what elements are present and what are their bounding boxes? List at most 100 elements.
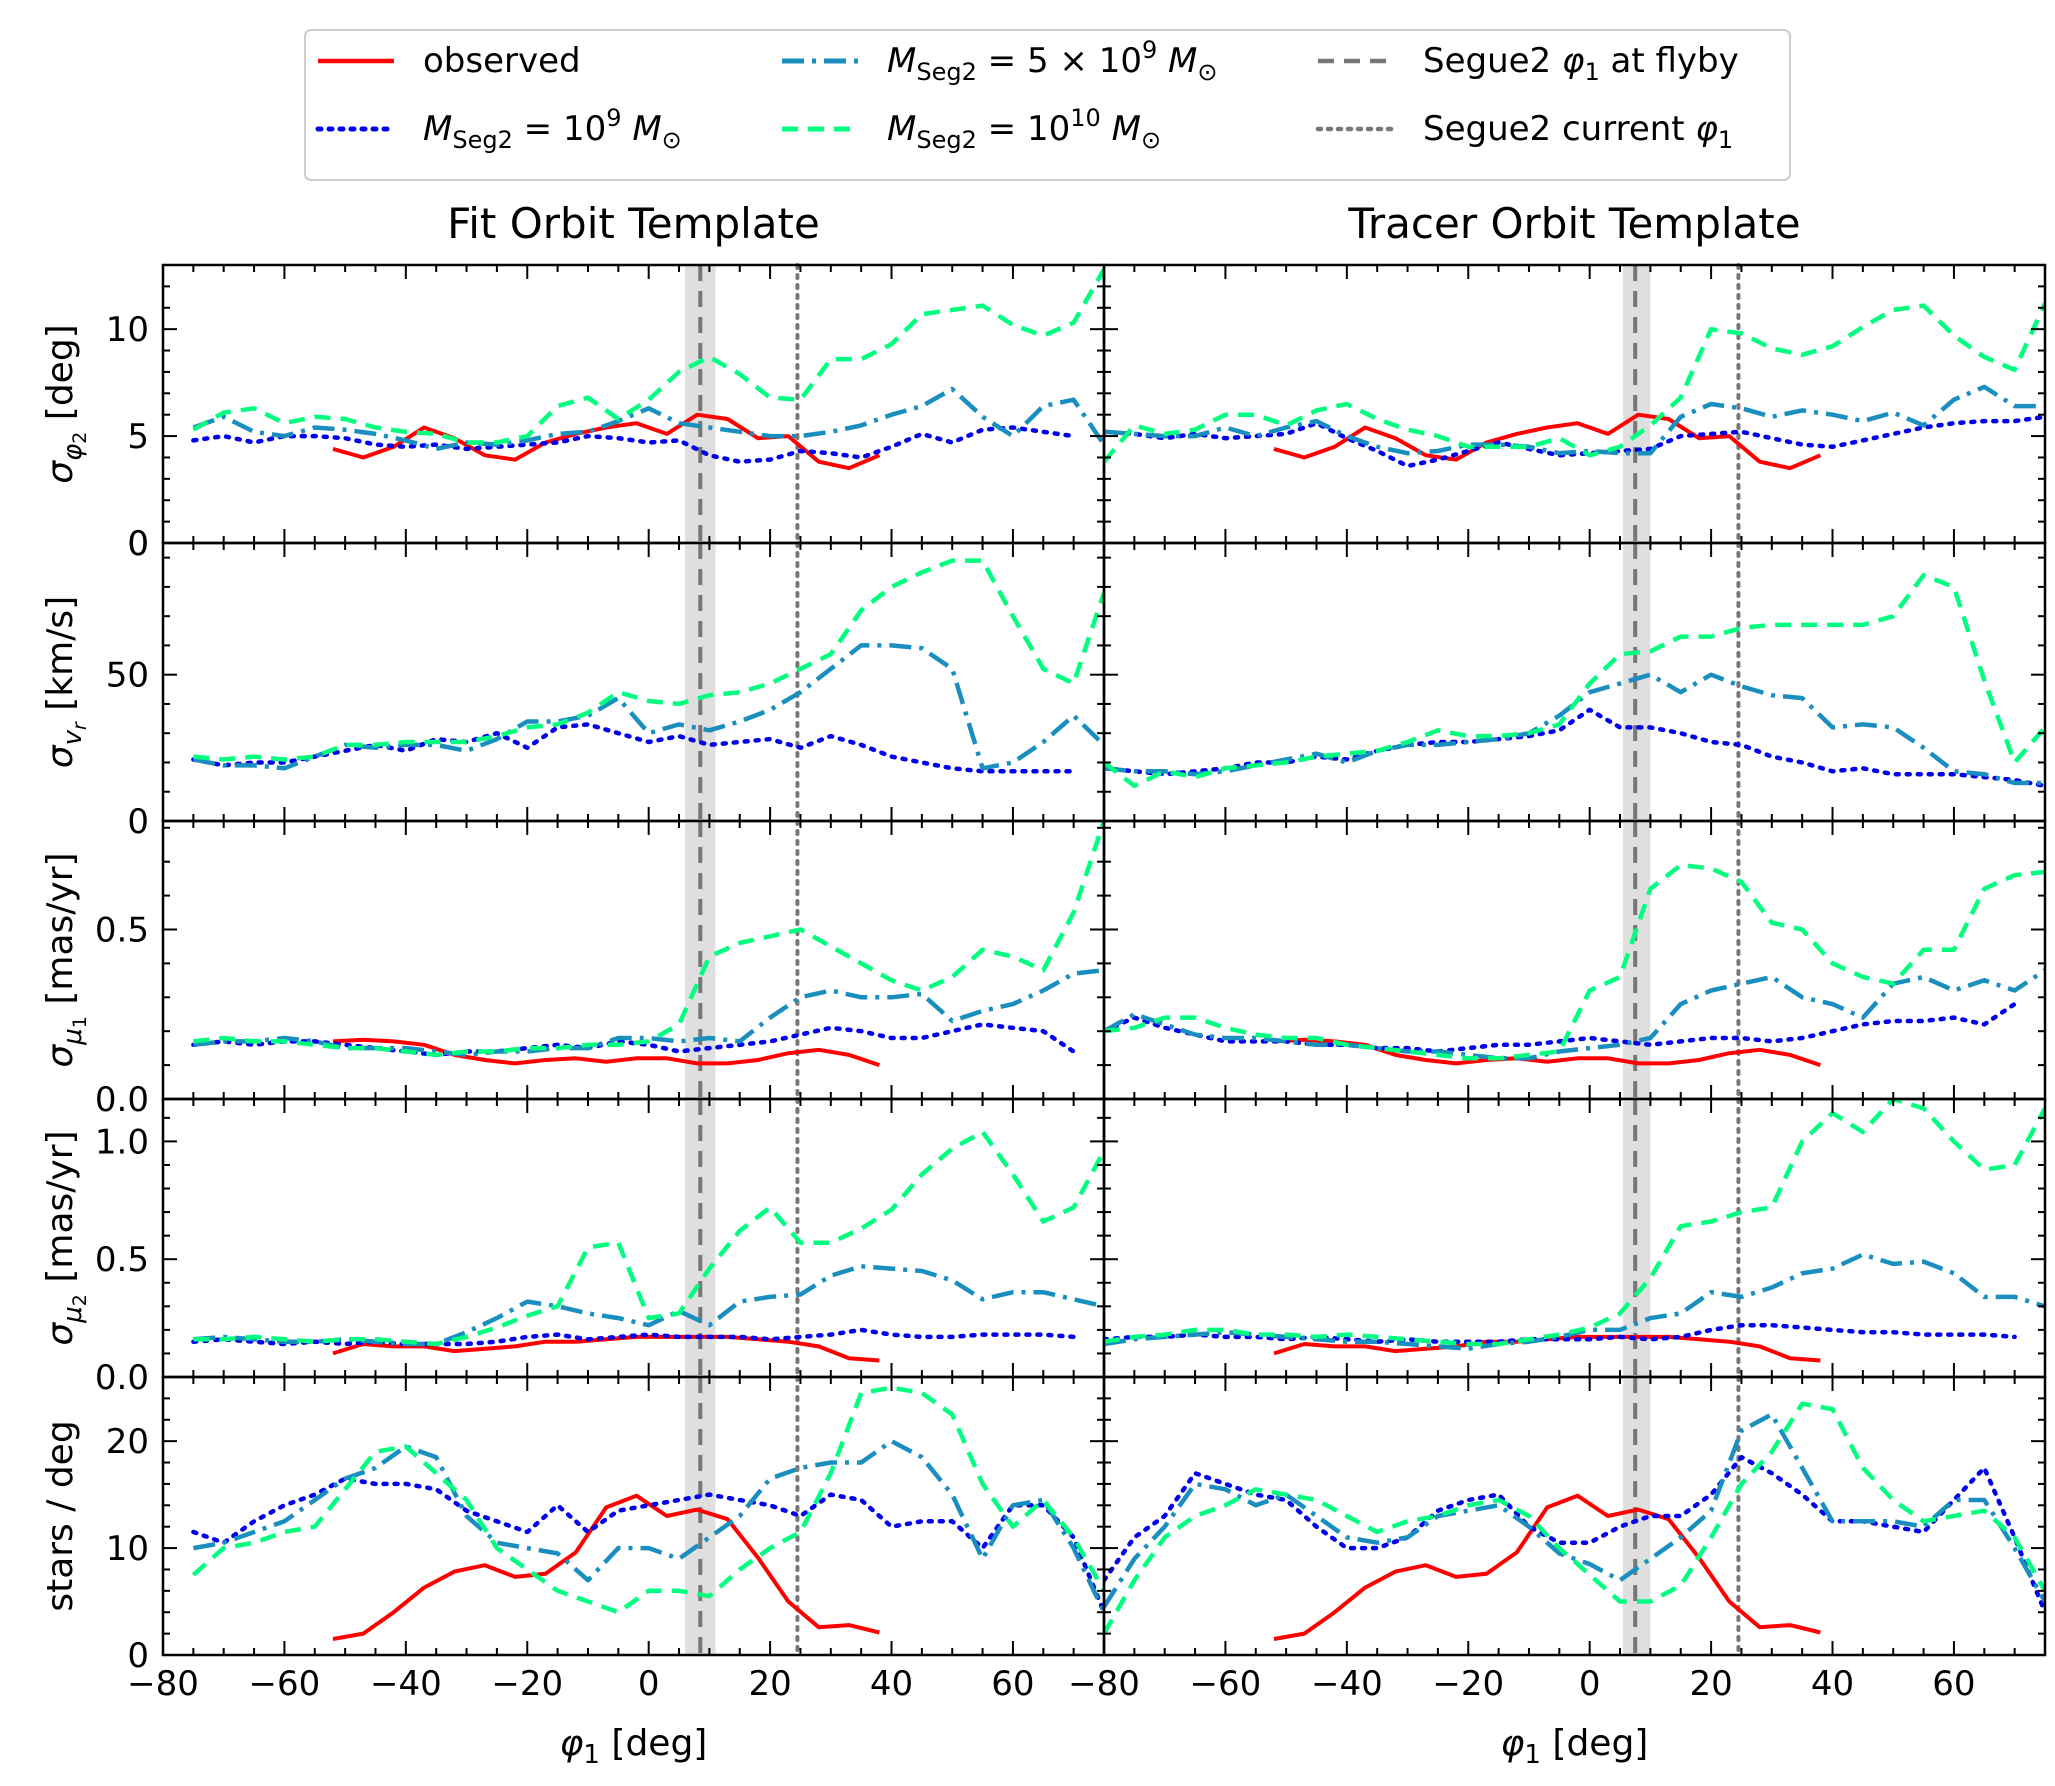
panel-sigma_vr-fit: 0 50 0 σvr [km/s] — [40, 524, 1106, 842]
y-tick-label: 0 — [127, 1636, 149, 1676]
legend-frame — [304, 29, 1791, 181]
series-group — [1104, 1401, 2045, 1641]
series-line-m10 — [193, 558, 1104, 762]
series-line-obs — [332, 1334, 880, 1363]
panel-sigma_vr-tracer — [1102, 541, 2047, 823]
x-tick-label: 60 — [991, 1664, 1034, 1704]
legend-label-m5: MSeg2 = 5 × 109 M⊙ — [887, 36, 1218, 86]
series-line-obs — [1273, 412, 1822, 471]
x-tick-label: 20 — [1689, 1664, 1732, 1704]
x-axis-labels: φ1 [deg] φ1 [deg] — [560, 1723, 1649, 1770]
series-line-m10 — [1104, 572, 2045, 789]
series-line-m9 — [1104, 707, 2045, 789]
y-tick-label: 10 — [106, 1529, 149, 1569]
x-tick-label: −60 — [249, 1664, 321, 1704]
series-line-obs — [332, 1037, 881, 1067]
x-tick-label: −60 — [1190, 1664, 1262, 1704]
series-line-m9 — [191, 1022, 1076, 1058]
series-line-m9 — [191, 722, 1076, 774]
panel-frame — [1102, 541, 2047, 823]
y-tick-label: 20 — [106, 1422, 149, 1462]
y-axis-label-sigma_vr: σvr [km/s] — [40, 596, 91, 768]
series-line-m5 — [1104, 1412, 2045, 1609]
legend-label-m10: MSeg2 = 1010 M⊙ — [887, 104, 1161, 154]
series-line-m5 — [192, 386, 1104, 452]
x-tick-label: −40 — [370, 1664, 442, 1704]
series-line-m10 — [1104, 302, 2045, 464]
y-tick-label: 0 — [127, 802, 149, 842]
x-tick-label: −80 — [1068, 1664, 1140, 1704]
series-line-m10 — [193, 821, 1104, 1058]
series-group — [1104, 572, 2045, 789]
y-tick-label: 0 — [127, 524, 149, 564]
series-group — [191, 1129, 1104, 1363]
legend-label-m9: MSeg2 = 109 M⊙ — [423, 104, 682, 154]
series-line-m5 — [192, 643, 1104, 771]
x-tick-label: −40 — [1311, 1664, 1383, 1704]
column-title-tracer: Tracer Orbit Template — [1347, 199, 1800, 248]
series-group — [191, 821, 1104, 1067]
series-line-obs — [332, 1493, 880, 1641]
series-line-m5 — [1104, 384, 2045, 456]
series-line-obs — [1273, 1493, 1821, 1641]
series-line-m10 — [193, 1129, 1104, 1347]
series-line-m10 — [1104, 862, 2045, 1061]
series-group — [1104, 302, 2045, 471]
x-tick-label: 0 — [638, 1664, 660, 1704]
y-tick-label: 0.5 — [95, 1240, 149, 1280]
panel-sigma_mu1-tracer — [1102, 819, 2047, 1101]
legend: observed MSeg2 = 109 M⊙ MSeg2 = 5 × 109 M⊙… — [304, 29, 1791, 181]
series-line-m5 — [1104, 968, 2045, 1061]
panel-sigma_phi2-fit: 0 5 10 σφ2 [deg] — [40, 263, 1106, 564]
x-axis-label-tracer: φ1 [deg] — [1501, 1723, 1649, 1770]
legend-label-flyby: Segue2 φ1 at flyby — [1423, 41, 1739, 86]
series-line-m9 — [1104, 1454, 2045, 1615]
series-line-m10 — [1104, 1099, 2045, 1347]
x-tick-label: 40 — [1811, 1664, 1854, 1704]
x-tick-label: −20 — [491, 1664, 563, 1704]
y-tick-label: 1.0 — [95, 1122, 149, 1162]
y-tick-label: 0.0 — [95, 1080, 149, 1120]
panel-stars_per_deg-tracer: −80 −60 −40 −20 0 20 40 60 — [1068, 1375, 2047, 1704]
y-tick-label: 10 — [106, 310, 149, 350]
series-line-m9 — [1104, 1322, 2017, 1344]
x-tick-label: −80 — [127, 1664, 199, 1704]
y-axis-label-stars_per_deg: stars / deg — [40, 1420, 81, 1611]
column-title-fit: Fit Orbit Template — [447, 199, 820, 248]
y-tick-label: 0 — [127, 524, 149, 564]
series-line-m5 — [193, 1264, 1104, 1347]
series-group — [1104, 862, 2045, 1067]
panel-sigma_mu2-tracer — [1102, 1097, 2047, 1379]
x-axis-label-fit: φ1 [deg] — [560, 1723, 708, 1770]
series-line-m9 — [191, 425, 1076, 464]
series-group — [191, 1385, 1104, 1641]
series-group — [1104, 1099, 2045, 1363]
x-tick-label: 0 — [1579, 1664, 1601, 1704]
series-line-m9 — [191, 1327, 1076, 1347]
panel-frame — [161, 541, 1106, 823]
series-group — [191, 268, 1104, 471]
series-line-m5 — [1104, 672, 2045, 786]
y-tick-label: 5 — [127, 417, 149, 457]
panel-sigma_phi2-tracer — [1102, 263, 2047, 545]
y-tick-label: 0.0 — [95, 1358, 149, 1398]
series-line-m5 — [193, 1438, 1104, 1614]
x-tick-label: −20 — [1432, 1664, 1504, 1704]
series-line-m5 — [193, 967, 1104, 1058]
series-line-m10 — [1104, 1401, 2045, 1635]
legend-label-current: Segue2 current φ1 — [1423, 109, 1733, 154]
series-line-m10 — [192, 268, 1104, 445]
panel-stars_per_deg-fit: 0 10 20 stars / deg −80 −60 −40 −20 0 20 40 60 — [40, 1375, 1106, 1704]
series-line-m9 — [1104, 1001, 2017, 1054]
legend-label-obs: observed — [423, 41, 581, 81]
x-tick-label: 20 — [748, 1664, 791, 1704]
y-axis-label-sigma_mu1: σμ1 [mas/yr] — [40, 852, 91, 1067]
y-tick-label: 0.5 — [95, 910, 149, 950]
y-axis-label-sigma_phi2: σφ2 [deg] — [40, 324, 91, 483]
series-group — [191, 558, 1104, 774]
y-axis-label-sigma_mu2: σμ2 [mas/yr] — [40, 1130, 91, 1345]
panel-frame — [1102, 1375, 2047, 1657]
